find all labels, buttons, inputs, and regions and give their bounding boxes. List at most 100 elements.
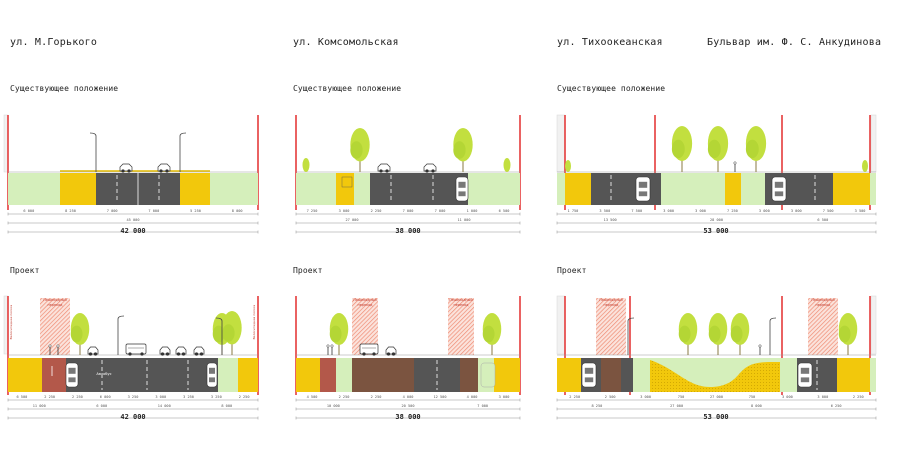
tree-p2a-lobe xyxy=(329,325,342,343)
project-2-segment-0: 2 250 xyxy=(569,395,581,399)
tree-3a-lobe xyxy=(671,139,685,159)
plan-project-1-band-1 xyxy=(42,358,66,392)
parked-car-p3a xyxy=(581,362,597,388)
project-2-sub-segment-0: 8 250 xyxy=(591,404,603,408)
tree-p3d-lobe xyxy=(838,325,851,343)
existing-0-segment-3: 7 000 xyxy=(148,209,160,213)
project-1-segment-2: 2 250 xyxy=(370,395,382,399)
bus-p1 xyxy=(125,343,147,355)
parked-car-p1a-rear xyxy=(68,377,76,383)
tree-p1a-lobe xyxy=(70,325,83,343)
planter-p2 xyxy=(480,362,496,388)
crossing-label-p1: Пешеходный xyxy=(43,298,66,302)
crossing-label-p2a: Пешеходный xyxy=(353,298,376,302)
project-0-segment-3: 6 000 xyxy=(99,395,111,399)
plan-existing-3-band-6 xyxy=(741,173,765,205)
existing-label-3: Существующее положение xyxy=(557,84,666,93)
plan-project-1-band-7 xyxy=(218,358,238,392)
project-0-segment-6: 3 250 xyxy=(183,395,194,399)
car-1b-wheel-b xyxy=(165,169,169,173)
street-title-komsomolskaya: ул. Комсомольская xyxy=(293,37,399,48)
plan-existing-2-band-2 xyxy=(354,173,370,205)
project-2-sub-segment-1: 27 000 xyxy=(670,404,684,408)
existing-1-sub-segment-0: 27 000 xyxy=(345,218,359,222)
car-p2-wheel-b xyxy=(391,352,396,356)
car-1a-wheel-b xyxy=(127,169,131,173)
car-p1b-wheel-a xyxy=(160,352,165,356)
existing-2-segment-9: 3 500 xyxy=(854,209,866,213)
car-2a xyxy=(377,163,391,172)
street-title-ankudinova: Бульвар им. Ф. С. Анкудинова xyxy=(707,37,882,48)
project-2-sub-segment-2: 8 000 xyxy=(750,404,762,408)
plan-existing-3-band-1 xyxy=(565,173,591,205)
existing-1-segment-0: 7 250 xyxy=(306,209,318,213)
car-p2-wheel-a xyxy=(386,352,391,356)
project-total-2: 53 000 xyxy=(703,413,729,421)
plan-existing-3-band-5 xyxy=(725,173,741,205)
car-p1a-wheel-a xyxy=(88,352,93,356)
parked-car-3a xyxy=(635,176,651,202)
existing-2-segment-0: 1 750 xyxy=(567,209,579,213)
parked-car-2 xyxy=(455,176,469,202)
existing-0-segment-4: 5 250 xyxy=(190,209,201,213)
car-p1d xyxy=(193,346,205,355)
tree-p3a-lobe xyxy=(678,325,691,343)
existing-2-sub-segment-1: 28 000 xyxy=(710,218,723,222)
building-right-p3 xyxy=(870,295,877,355)
existing-1-segment-5: 1 000 xyxy=(466,209,478,213)
plan-project-3-band-2 xyxy=(601,358,621,392)
bush-3b xyxy=(862,160,868,172)
crossing-label-p2a2: переход xyxy=(358,303,374,307)
person-3-head xyxy=(733,161,737,165)
parked-car-3b-rear xyxy=(774,191,784,197)
plan-project-2-band-5 xyxy=(460,358,478,392)
car-p1a-wheel-b xyxy=(93,352,98,356)
existing-total-2: 53 000 xyxy=(703,227,729,235)
car-p1d-wheel-b xyxy=(199,352,204,356)
crossing-label-p3a2: переход xyxy=(604,303,620,307)
car-2b-wheel-a xyxy=(425,169,429,173)
crossing-label-p2b: Пешеходный xyxy=(449,298,472,302)
crossing-label-p1b: переход xyxy=(48,303,64,307)
project-0-sub-segment-2: 14 000 xyxy=(157,404,171,408)
car-1a xyxy=(119,163,133,172)
side-label-right-p1: Велосипедная полоса xyxy=(252,304,256,339)
project-0-sub-segment-1: 6 000 xyxy=(96,404,108,408)
car-p1d-wheel-a xyxy=(194,352,199,356)
plan-existing-3-band-0 xyxy=(557,173,565,205)
project-2-segment-7: 3 000 xyxy=(817,395,829,399)
plan-project-3-band-0 xyxy=(557,358,581,392)
bus-p2-wheel-a xyxy=(362,352,366,356)
plan-project-2-band-3 xyxy=(352,358,414,392)
car-2b xyxy=(423,163,437,172)
plan-existing-3-band-9 xyxy=(833,173,870,205)
utility-2 xyxy=(341,176,353,188)
project-1-sub-segment-1: 20 500 xyxy=(401,404,415,408)
person-p1a-head xyxy=(48,344,52,348)
parked-car-2-rear xyxy=(458,191,466,197)
bus-p1-wheel-a xyxy=(128,352,132,356)
existing-label-2: Существующее положение xyxy=(293,84,402,93)
plan-project-1-band-0 xyxy=(8,358,42,392)
street-title-tikhookeanskaya: ул. Тихоокеанская xyxy=(557,37,663,48)
existing-1-segment-1: 3 000 xyxy=(338,209,350,213)
bus-lane-label-p1: Автобус xyxy=(96,372,111,376)
plan-existing-2-band-0 xyxy=(296,173,336,205)
tree-p1c-lobe xyxy=(222,324,235,342)
crossing-label-p3b: Пешеходный xyxy=(811,298,834,302)
side-label-left-p1: Велосипедная полоса xyxy=(9,304,13,339)
existing-2-segment-5: 7 250 xyxy=(727,209,738,213)
parked-car-3b xyxy=(771,176,787,202)
bus-p2 xyxy=(359,343,379,355)
project-2-sub-segment-3: 6 250 xyxy=(830,404,842,408)
building-left-3 xyxy=(556,114,566,173)
plan-existing-2-band-7 xyxy=(494,173,520,205)
car-p1c xyxy=(175,346,187,355)
car-1a-wheel-a xyxy=(121,169,125,173)
parked-car-p3b xyxy=(797,362,813,388)
plan-project-3-band-8 xyxy=(837,358,870,392)
project-2-segment-6: 3 000 xyxy=(781,395,793,399)
car-1b-wheel-a xyxy=(159,169,163,173)
project-0-sub-segment-3: 8 000 xyxy=(221,404,233,408)
